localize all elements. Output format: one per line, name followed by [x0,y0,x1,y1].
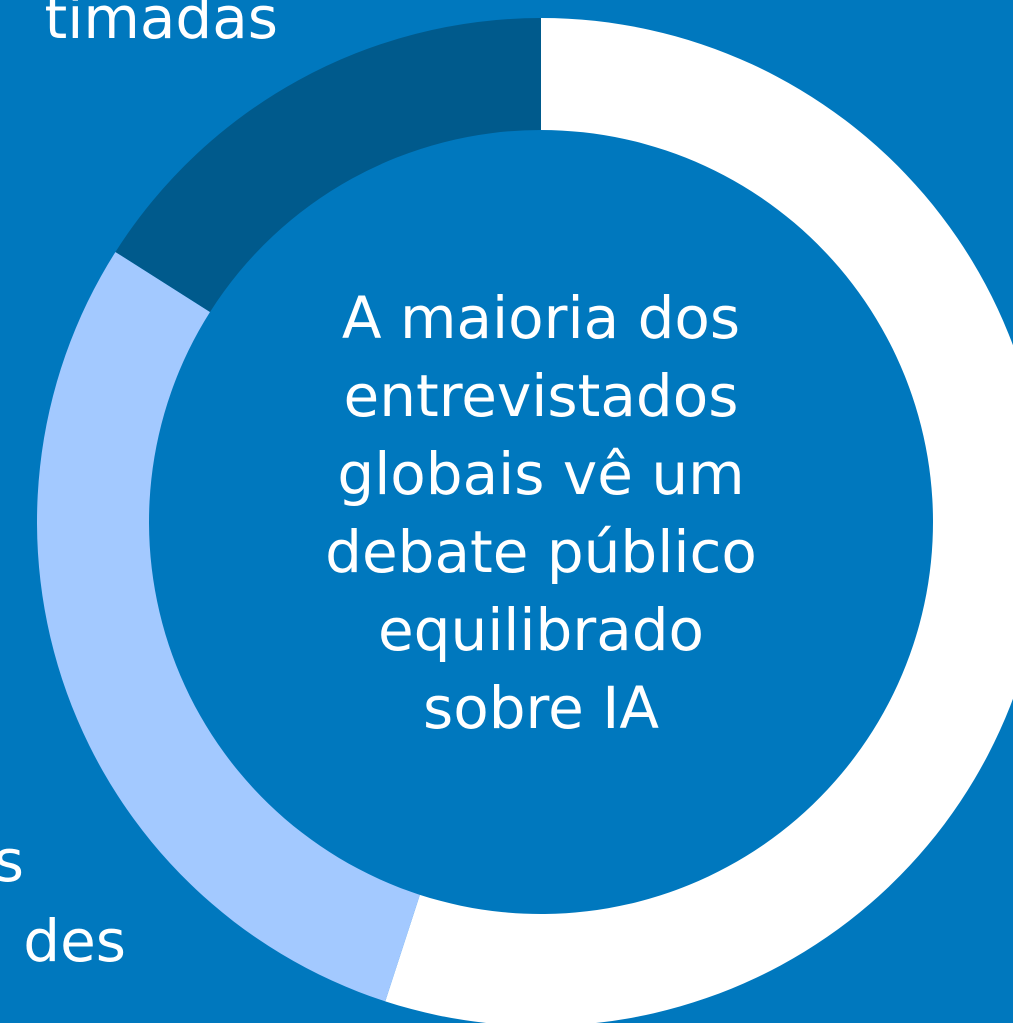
center-text: globais vê um [337,440,744,508]
donut-segment [36,251,420,1002]
segment-label: timadas [45,0,278,52]
center-text: debate público [325,518,757,586]
center-text: sobre IA [423,674,659,742]
donut-segment [385,18,1013,1023]
segment-label: s [0,827,24,895]
donut-segment [115,18,541,312]
center-text: entrevistados [344,362,739,430]
center-text: equilibrado [378,596,704,664]
center-text: A maioria dos [342,284,740,352]
segment-label: des [23,907,126,975]
